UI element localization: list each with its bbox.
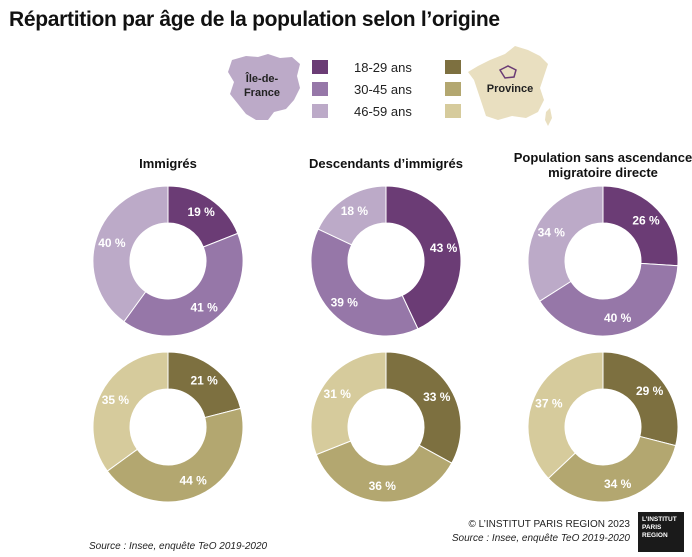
donut-5-slice-0 xyxy=(602,351,679,447)
donut-1-label-0: 43 % xyxy=(430,241,458,255)
donut-5-label-0: 29 % xyxy=(636,384,664,398)
donut-3-label-1: 44 % xyxy=(179,473,207,487)
logo-line-2: PARIS xyxy=(642,524,662,531)
logo-line-3: REGION xyxy=(642,532,668,539)
column-title-1-line-0: Descendants d’immigrés xyxy=(309,156,463,171)
column-title-0-line-0: Immigrés xyxy=(139,156,197,171)
donut-4-label-1: 36 % xyxy=(369,479,397,493)
donut-5-label-2: 37 % xyxy=(535,397,563,411)
donut-0-label-2: 40 % xyxy=(98,236,126,250)
ile-de-france-map-icon xyxy=(228,54,300,120)
corsica-map-icon xyxy=(545,108,552,126)
donut-3-label-2: 35 % xyxy=(102,393,130,407)
ile-de-france-label-line2: France xyxy=(244,87,280,99)
donut-4-slice-0 xyxy=(385,351,462,464)
copyright: © L’INSTITUT PARIS REGION 2023 xyxy=(468,519,631,530)
donut-0-label-0: 19 % xyxy=(187,205,215,219)
source-left: Source : Insee, enquête TeO 2019-2020 xyxy=(89,541,268,552)
page-title: Répartition par âge de la population sel… xyxy=(9,8,500,31)
donut-1-slice-1 xyxy=(310,228,419,337)
donut-1-slice-0 xyxy=(385,185,462,330)
donut-0-slice-1 xyxy=(123,232,244,337)
logo-line-1: L’INSTITUT xyxy=(642,516,677,523)
legend-label-46-59: 46-59 ans xyxy=(354,104,412,119)
donut-3-slice-1 xyxy=(106,407,244,503)
source-right: Source : Insee, enquête TeO 2019-2020 xyxy=(451,533,630,544)
institut-logo: L’INSTITUT PARIS REGION xyxy=(638,512,684,552)
column-title-2-line-0: Population sans ascendance xyxy=(514,150,692,165)
donut-3-slice-2 xyxy=(92,351,169,472)
paris-region-outline xyxy=(498,65,517,79)
donut-5-slice-2 xyxy=(527,351,604,480)
donut-4-slice-2 xyxy=(310,351,387,456)
donut-2-label-1: 40 % xyxy=(604,311,632,325)
donut-5-slice-1 xyxy=(547,435,677,503)
legend-label-18-29: 18-29 ans xyxy=(354,60,412,75)
donut-4-label-0: 33 % xyxy=(423,390,451,404)
ile-de-france-label-line1: Île-de- xyxy=(245,72,279,85)
donut-0-slice-2 xyxy=(92,185,169,323)
legend-swatch-idf-46-59 xyxy=(312,104,328,118)
donut-1-slice-2 xyxy=(317,185,387,246)
legend-swatch-province-46-59 xyxy=(445,104,461,118)
legend-label-30-45: 30-45 ans xyxy=(354,82,412,97)
donut-0-label-1: 41 % xyxy=(190,301,218,315)
donut-charts: Immigrés Descendants d’immigrés Population… xyxy=(92,150,692,503)
donut-1-label-1: 39 % xyxy=(331,296,359,310)
donut-1-label-2: 18 % xyxy=(341,204,369,218)
france-map-icon xyxy=(468,46,548,120)
legend-swatch-province-30-45 xyxy=(445,82,461,96)
province-label: Province xyxy=(487,83,533,95)
donut-4-label-2: 31 % xyxy=(324,387,352,401)
donut-2-slice-2 xyxy=(527,185,604,302)
donut-3-label-0: 21 % xyxy=(190,373,218,387)
legend-swatch-idf-30-45 xyxy=(312,82,328,96)
donut-4-slice-1 xyxy=(315,440,453,503)
column-title-2-line-1: migratoire directe xyxy=(548,165,658,180)
donut-2-slice-1 xyxy=(538,262,679,337)
legend-swatch-province-18-29 xyxy=(445,60,461,74)
donut-2-label-0: 26 % xyxy=(632,214,660,228)
legend: Île-de- France Province 18-29 ans 30-45 … xyxy=(228,46,552,126)
donut-2-label-2: 34 % xyxy=(538,226,566,240)
donut-5-label-1: 34 % xyxy=(604,477,632,491)
legend-swatch-idf-18-29 xyxy=(312,60,328,74)
